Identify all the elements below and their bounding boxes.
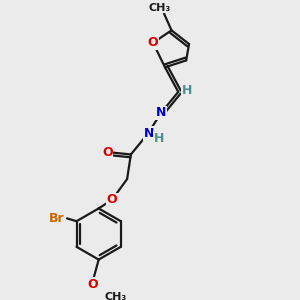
Text: N: N bbox=[156, 106, 166, 119]
Text: CH₃: CH₃ bbox=[148, 3, 170, 13]
Text: Br: Br bbox=[49, 212, 64, 225]
Text: H: H bbox=[154, 132, 164, 145]
Text: H: H bbox=[182, 83, 192, 97]
Text: N: N bbox=[144, 127, 154, 140]
Text: O: O bbox=[106, 194, 117, 206]
Text: O: O bbox=[88, 278, 98, 291]
Text: O: O bbox=[148, 36, 158, 49]
Text: O: O bbox=[102, 146, 112, 159]
Text: CH₃: CH₃ bbox=[105, 292, 127, 300]
